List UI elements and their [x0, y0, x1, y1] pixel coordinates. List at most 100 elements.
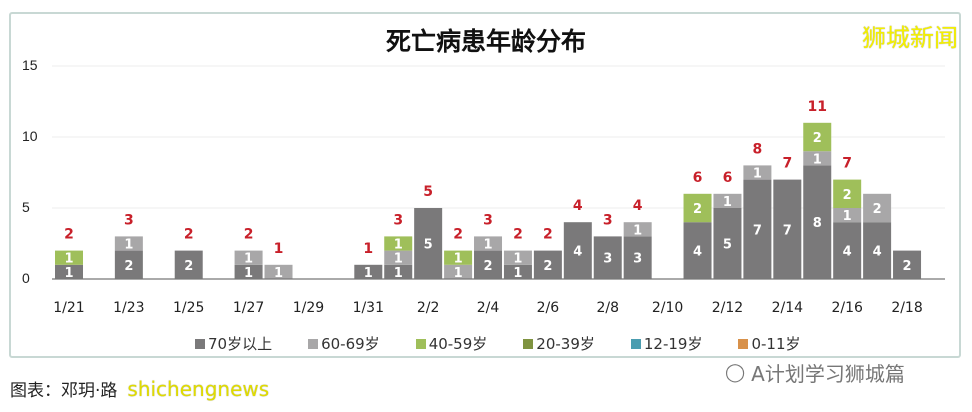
total-label: 5 [423, 184, 433, 200]
y-tick-0: 0 [22, 270, 30, 286]
segment-label: 2 [543, 259, 552, 274]
wechat-icon: ◯ [725, 362, 746, 383]
total-label: 2 [64, 227, 74, 243]
x-tick-label: 1/21 [53, 300, 84, 316]
chart-title: 死亡病患年龄分布 [385, 27, 586, 56]
legend-item: 20-39岁 [523, 333, 595, 354]
wechat-account: ◯ A计划学习狮城篇 [725, 358, 905, 387]
segment-label: 1 [633, 223, 642, 238]
legend-label: 60-69岁 [321, 335, 380, 353]
bar-segment [474, 236, 503, 251]
x-tick-label: 2/12 [712, 300, 743, 316]
bar-segment [683, 222, 712, 279]
bar-segment [713, 208, 742, 279]
x-tick-label: 2/16 [831, 300, 863, 316]
legend-swatch [308, 338, 319, 349]
total-label: 11 [808, 99, 827, 115]
bar-segment [264, 264, 293, 279]
segment-label: 1 [64, 252, 73, 267]
bar-segment [773, 179, 802, 279]
bar-segment [55, 264, 83, 279]
bar-segment [174, 250, 203, 279]
total-label: 3 [393, 212, 403, 228]
segment-label: 3 [603, 252, 612, 267]
legend-swatch [195, 338, 205, 349]
x-tick-label: 2/14 [772, 300, 804, 316]
segment-label: 4 [873, 245, 882, 260]
bar-segment [863, 222, 892, 279]
legend-label: 40-59岁 [428, 335, 488, 353]
segment-label: 2 [903, 259, 912, 274]
bar-segment [114, 250, 143, 279]
total-label: 3 [603, 212, 613, 228]
total-label: 8 [753, 141, 763, 157]
segment-label: 7 [783, 223, 792, 238]
segment-label: 1 [244, 252, 253, 267]
segment-label: 4 [573, 245, 582, 260]
legend-item: 40-59岁 [415, 333, 488, 354]
x-tick-label: 1/27 [233, 300, 264, 316]
segment-label: 1 [723, 195, 732, 210]
segment-label: 2 [184, 259, 193, 274]
bar-segment [623, 222, 652, 237]
bar-segment [803, 151, 832, 166]
bar-segment [234, 264, 263, 279]
legend-label: 70岁以上 [208, 335, 273, 353]
segment-label: 3 [633, 252, 642, 267]
bar-segment [384, 250, 413, 265]
total-label: 2 [244, 227, 254, 243]
chart-credit: 图表：邓玥·路 shichengnews [10, 376, 269, 402]
segment-label: 5 [723, 238, 732, 253]
total-label: 3 [124, 212, 134, 228]
segment-label: 2 [843, 188, 852, 203]
bar-segment [743, 165, 772, 180]
segment-label: 1 [124, 238, 133, 253]
bar-segment [593, 236, 622, 279]
bar-segment [234, 250, 263, 265]
segment-label: 1 [483, 238, 492, 253]
bar-segment [863, 193, 892, 223]
total-label: 7 [842, 156, 852, 172]
chart-frame [9, 12, 961, 358]
y-tick-5: 5 [22, 199, 30, 215]
total-label: 1 [274, 241, 284, 257]
x-tick-label: 1/25 [173, 300, 204, 316]
total-label: 1 [363, 241, 373, 257]
segment-label: 2 [813, 131, 822, 146]
legend-label: 20-39岁 [536, 335, 595, 353]
bar-segment [444, 250, 473, 265]
wechat-account-name: A计划学习狮城篇 [751, 362, 905, 386]
total-label: 4 [633, 198, 643, 214]
bar-segment [55, 250, 83, 265]
bar-segment [414, 208, 443, 279]
segment-label: 1 [244, 266, 253, 281]
bar-segment [803, 122, 832, 152]
legend-label: 12-19岁 [643, 335, 703, 353]
x-tick-label: 1/29 [293, 300, 324, 316]
bar-segment [533, 250, 562, 279]
total-label: 7 [782, 156, 792, 172]
x-tick-label: 2/4 [477, 300, 500, 316]
bar-segment [114, 236, 143, 251]
y-tick-15: 15 [22, 57, 38, 73]
bar-segment [803, 165, 832, 279]
segment-label: 5 [424, 238, 433, 253]
segment-label: 1 [274, 266, 283, 281]
bar-segment [474, 250, 503, 279]
total-label: 4 [573, 198, 583, 214]
legend-swatch [630, 338, 641, 349]
segment-label: 1 [394, 266, 403, 281]
bar-segment [893, 250, 922, 279]
bar-segment [833, 208, 862, 223]
segment-label: 1 [454, 252, 463, 267]
segment-label: 1 [813, 152, 822, 167]
bar-segment [503, 250, 532, 265]
total-label: 2 [453, 227, 463, 243]
legend-item: 60-69岁 [308, 333, 380, 354]
bar-segment [713, 193, 742, 208]
segment-label: 4 [843, 245, 852, 260]
bar-segment [384, 264, 413, 279]
segment-label: 1 [64, 266, 73, 281]
bar-segment [743, 179, 772, 279]
